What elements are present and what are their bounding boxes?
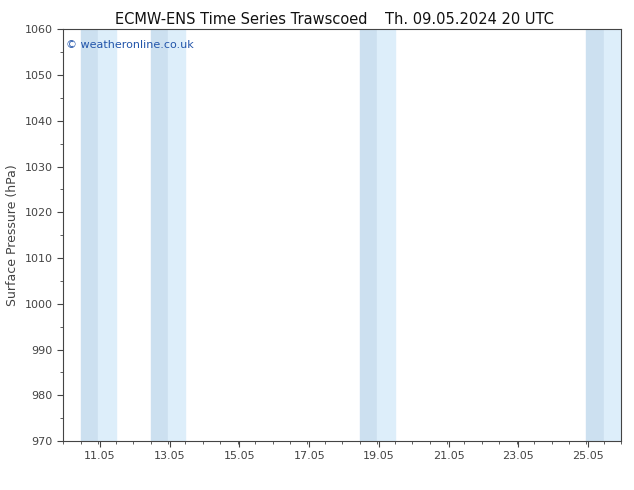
Bar	[98, 29, 116, 441]
Bar	[150, 29, 168, 441]
Bar	[377, 29, 394, 441]
Text: Th. 09.05.2024 20 UTC: Th. 09.05.2024 20 UTC	[385, 12, 553, 27]
Text: © weatheronline.co.uk: © weatheronline.co.uk	[66, 40, 194, 49]
Bar	[81, 29, 98, 441]
Bar	[586, 29, 604, 441]
Bar	[168, 29, 185, 441]
Bar	[359, 29, 377, 441]
Text: ECMW-ENS Time Series Trawscoed: ECMW-ENS Time Series Trawscoed	[115, 12, 367, 27]
Bar	[604, 29, 621, 441]
Y-axis label: Surface Pressure (hPa): Surface Pressure (hPa)	[6, 164, 19, 306]
